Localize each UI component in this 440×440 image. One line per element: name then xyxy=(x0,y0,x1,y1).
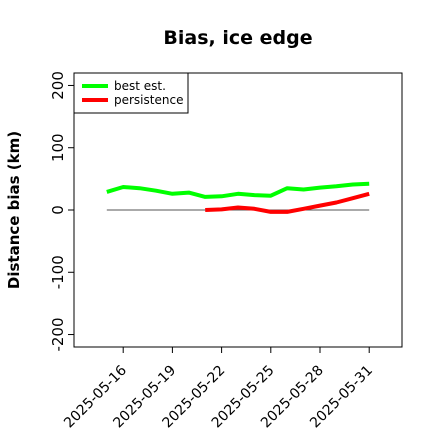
legend-box xyxy=(73,72,189,114)
legend-label: best est. xyxy=(114,79,166,93)
y-axis-label: Distance bias (km) xyxy=(5,131,23,289)
y-tick-label: 100 xyxy=(49,133,67,162)
y-axis: -200 -100 0 100 200 xyxy=(49,71,74,352)
y-tick-label: -100 xyxy=(49,255,67,289)
series-line-persistence xyxy=(205,191,370,214)
chart-title: Bias, ice edge xyxy=(163,27,312,49)
x-axis: 2025-05-162025-05-192025-05-222025-05-25… xyxy=(61,347,376,431)
series-layer xyxy=(106,181,370,214)
series-line-best-est xyxy=(106,181,370,199)
y-tick-label: 200 xyxy=(49,71,67,100)
legend-label: persistence xyxy=(114,93,183,107)
y-tick-label: 0 xyxy=(49,205,67,215)
legend: best est.persistence xyxy=(73,72,189,114)
y-tick-label: -200 xyxy=(49,318,67,352)
